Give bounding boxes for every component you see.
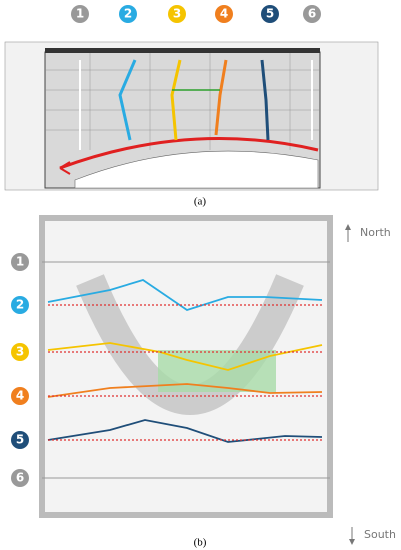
marker: 3 xyxy=(16,345,24,359)
plan-drawing xyxy=(39,215,333,518)
section-drawing xyxy=(4,41,379,191)
marker: 6 xyxy=(308,7,316,21)
caption: (b) xyxy=(194,537,207,549)
marker: 2 xyxy=(16,298,24,312)
plan-markers: 1 2 3 4 5 6 xyxy=(11,253,29,487)
marker: 4 xyxy=(220,7,228,21)
marker: 1 xyxy=(76,7,84,21)
marker: 2 xyxy=(124,7,132,21)
south-label: South xyxy=(364,528,396,541)
marker: 6 xyxy=(16,471,24,485)
marker: 3 xyxy=(173,7,181,21)
marker: 4 xyxy=(16,389,24,403)
caption: (a) xyxy=(194,196,207,208)
north-label: North xyxy=(360,226,391,239)
marker: 5 xyxy=(266,7,274,21)
marker: 5 xyxy=(16,433,24,447)
compass: North South xyxy=(345,224,396,545)
marker: 1 xyxy=(16,255,24,269)
section-markers: 1 2 3 4 5 6 xyxy=(71,5,321,23)
